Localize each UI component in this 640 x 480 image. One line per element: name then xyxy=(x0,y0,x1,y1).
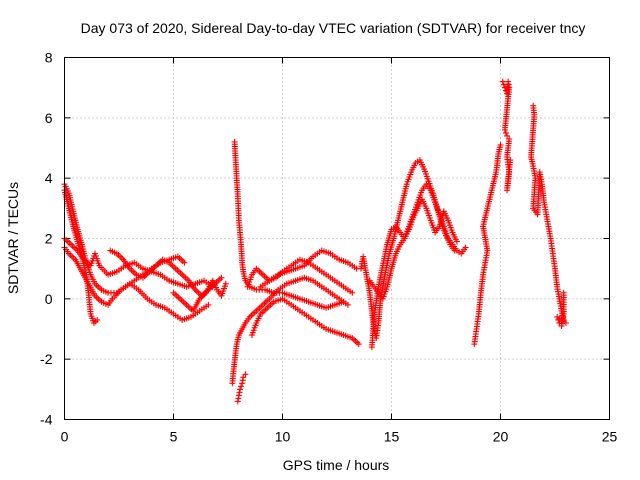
data-point xyxy=(240,374,247,381)
y-tick-label: 2 xyxy=(45,231,53,247)
x-tick-label: 20 xyxy=(493,429,509,445)
y-tick-label: 0 xyxy=(45,291,53,307)
data-point xyxy=(555,316,562,323)
data-point xyxy=(556,319,563,326)
y-tick-label: 4 xyxy=(45,170,53,186)
data-point xyxy=(355,341,362,348)
data-point xyxy=(462,244,469,251)
data-point xyxy=(242,371,249,378)
chart-title: Day 073 of 2020, Sidereal Day-to-day VTE… xyxy=(81,20,586,36)
x-tick-label: 15 xyxy=(384,429,400,445)
x-axis-label: GPS time / hours xyxy=(283,457,390,473)
data-point xyxy=(218,274,225,281)
data-point xyxy=(560,289,567,296)
data-point xyxy=(497,141,504,148)
data-points xyxy=(61,78,569,405)
data-point xyxy=(502,129,509,136)
data-point xyxy=(205,301,212,308)
data-point xyxy=(222,280,229,287)
data-point xyxy=(344,301,351,308)
y-tick-label: 6 xyxy=(45,110,53,126)
y-tick-labels: -4 -2 0 2 4 6 8 xyxy=(40,50,53,428)
y-axis-label: SDTVAR / TECUs xyxy=(5,182,21,294)
data-point xyxy=(499,78,506,85)
data-point xyxy=(349,289,356,296)
data-point xyxy=(504,132,511,139)
plot-frame xyxy=(64,57,610,420)
data-point xyxy=(554,313,561,320)
data-point xyxy=(507,157,514,164)
x-tick-label: 5 xyxy=(170,429,178,445)
data-point xyxy=(453,238,460,245)
y-tick-label: -4 xyxy=(40,412,53,428)
data-point xyxy=(94,316,101,323)
data-point xyxy=(236,386,243,393)
y-tick-label: 8 xyxy=(45,50,53,66)
y-tick-label: -2 xyxy=(40,351,53,367)
grid xyxy=(64,57,610,420)
data-point xyxy=(501,126,508,133)
data-point xyxy=(238,383,245,390)
data-point xyxy=(181,259,188,266)
x-tick-label: 25 xyxy=(602,429,618,445)
x-tick-label: 10 xyxy=(275,429,291,445)
x-tick-labels: 0 5 10 15 20 25 xyxy=(61,429,618,445)
x-tick-label: 0 xyxy=(61,429,69,445)
